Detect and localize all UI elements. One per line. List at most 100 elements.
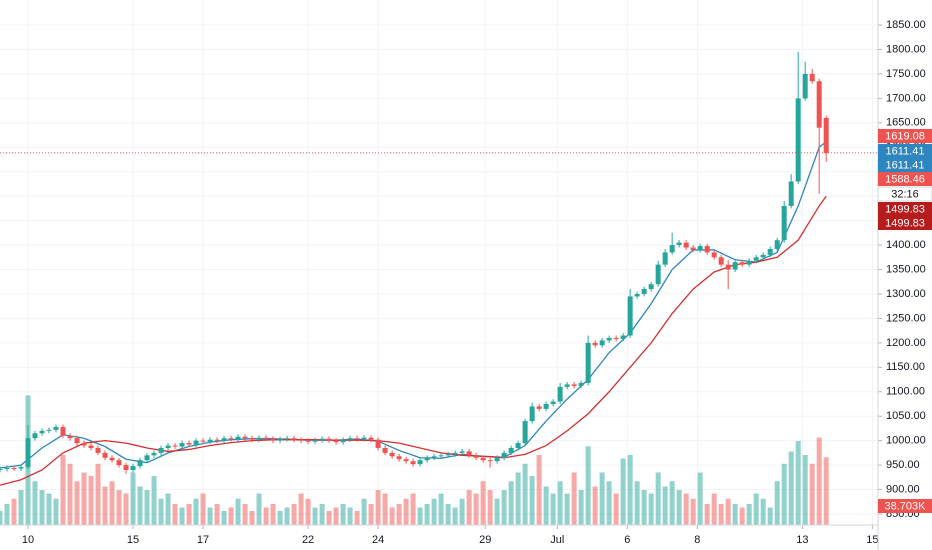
volume-bar [46, 493, 52, 525]
y-tick-label: 1300.00 [886, 288, 926, 300]
price-label-box [878, 216, 932, 230]
candle-body [473, 455, 479, 458]
volume-bar [487, 490, 493, 525]
volume-bar [809, 463, 815, 525]
candle-body [529, 406, 535, 422]
candle-body [536, 406, 542, 409]
candle-body [11, 468, 17, 470]
volume-bar [473, 493, 479, 525]
candle-body [389, 452, 395, 457]
volume-bar [606, 481, 612, 525]
volume-bar [774, 481, 780, 525]
volume-bar [389, 507, 395, 525]
candle-body [753, 257, 759, 261]
candle-body [795, 98, 801, 182]
candle-body [452, 452, 458, 455]
candle-body [67, 435, 73, 439]
y-tick-label: 1250.00 [886, 312, 926, 324]
volume-bar [228, 507, 234, 525]
volume-bar [375, 490, 381, 525]
price-label-box [878, 144, 932, 158]
price-label-box [877, 186, 932, 202]
volume-bar [102, 486, 108, 525]
y-tick-label: 1800.00 [886, 43, 926, 55]
volume-bar [158, 498, 164, 525]
volume-bar [368, 504, 374, 525]
volume-bar [403, 498, 409, 525]
candle-body [501, 452, 507, 458]
price-label-box [878, 129, 932, 143]
candle-body [599, 340, 605, 346]
candle-body [193, 440, 199, 445]
x-tick-label: 22 [302, 534, 314, 546]
candle-body [487, 460, 493, 462]
candle-body [564, 384, 570, 387]
candle-body [725, 264, 731, 270]
x-tick-label: 6 [624, 534, 630, 546]
volume-bar [0, 511, 3, 525]
candle-body [508, 447, 514, 453]
volume-bar [207, 507, 213, 525]
volume-bar [277, 511, 283, 525]
candle-body [207, 439, 213, 442]
volume-label: 38.703K [885, 500, 927, 512]
candle-body [74, 438, 80, 444]
volume-bar [137, 486, 143, 525]
candle-body [466, 451, 472, 456]
volume-bar [613, 493, 619, 525]
volume-bar [60, 455, 66, 525]
volume-bar [725, 498, 731, 525]
volume-bar [760, 498, 766, 525]
volume-bar [781, 463, 787, 525]
volume-bar [88, 476, 94, 525]
volume-bar [424, 504, 430, 525]
candle-body [284, 438, 290, 440]
candle-body [151, 452, 157, 456]
candle-body [102, 452, 108, 458]
candle-body [424, 457, 430, 461]
x-tick-label: 10 [22, 534, 34, 546]
candle-body [809, 73, 815, 82]
y-tick-label: 1850.00 [886, 19, 926, 31]
candle-body [669, 245, 675, 253]
candle-body [123, 465, 129, 470]
volume-bar [690, 498, 696, 525]
volume-bar [662, 486, 668, 525]
volume-bar [354, 511, 360, 525]
candle-body [256, 437, 262, 440]
volume-bar [200, 493, 206, 525]
x-tick-label: 29 [479, 534, 491, 546]
candle-body [39, 430, 45, 434]
candle-body [235, 436, 241, 440]
candle-body [522, 421, 528, 444]
volume-bar [753, 493, 759, 525]
volume-bar [704, 504, 710, 525]
candle-body [718, 257, 724, 265]
volume-bar [634, 481, 640, 525]
candle-body [95, 447, 101, 453]
candle-body [613, 337, 619, 339]
candle-body [445, 454, 451, 456]
volume-bar [508, 481, 514, 525]
volume-bar [305, 498, 311, 525]
volume-bar [333, 507, 339, 525]
volume-bar [550, 493, 556, 525]
candle-body [641, 289, 647, 294]
candle-body [249, 438, 255, 440]
candle-body [312, 440, 318, 442]
x-tick-label: 15 [866, 534, 878, 546]
candle-body [557, 386, 563, 402]
volume-bar [536, 455, 542, 525]
volume-bar [578, 490, 584, 525]
candle-body [515, 443, 521, 448]
volume-bar [641, 490, 647, 525]
volume-bar [739, 507, 745, 525]
volume-bar [186, 504, 192, 525]
candle-body [480, 457, 486, 461]
volume-label-box [878, 499, 932, 513]
candle-body [53, 426, 59, 430]
candle-body [676, 242, 682, 246]
y-tick-label: 950.00 [886, 459, 920, 471]
x-tick-label: 17 [197, 534, 209, 546]
